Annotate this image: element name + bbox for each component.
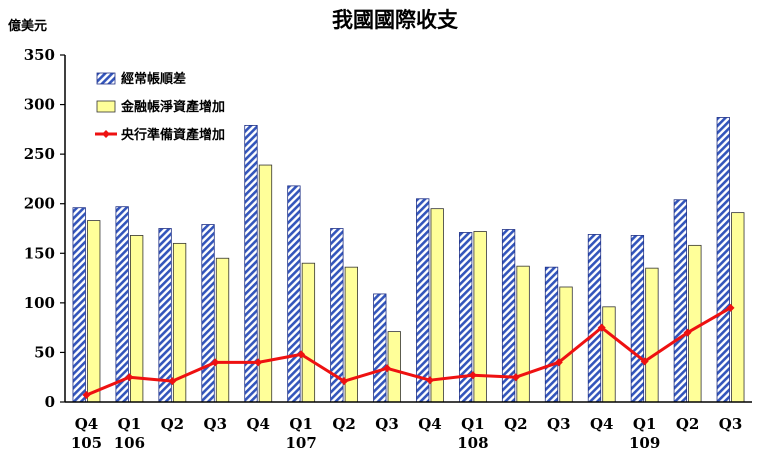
y-tick-label: 300 — [24, 96, 55, 114]
y-axis-unit-label: 億美元 — [8, 18, 47, 34]
bar-financial-account — [87, 220, 101, 403]
x-tick-label: Q4 — [75, 415, 99, 433]
line-point-reserve-assets — [468, 371, 477, 380]
bar-financial-account — [688, 244, 702, 403]
x-tick-label: Q4 — [418, 415, 442, 433]
y-tick-label: 100 — [24, 294, 55, 312]
bar-current-account — [373, 293, 387, 403]
y-tick-label: 0 — [45, 393, 55, 411]
y-tick-label: 50 — [34, 343, 55, 361]
line-point-reserve-assets — [726, 303, 735, 312]
bar-current-account — [587, 234, 602, 403]
bar-current-account — [673, 199, 687, 403]
bar-financial-account — [645, 267, 659, 403]
line-point-reserve-assets — [640, 357, 649, 366]
y-tick-label: 200 — [24, 195, 55, 213]
line-point-reserve-assets — [297, 350, 306, 359]
line-reserve-assets — [85, 306, 732, 397]
bar-financial-account — [301, 262, 316, 403]
x-year-label: 106 — [114, 434, 145, 452]
chart-title: 我國國際收支 — [332, 7, 459, 32]
x-tick-label: Q3 — [719, 415, 743, 433]
line-point-reserve-assets — [211, 358, 220, 367]
x-year-label: 107 — [286, 434, 317, 452]
x-tick-label: Q4 — [246, 415, 270, 433]
bar-current-account — [244, 124, 258, 403]
x-tick-label: Q3 — [547, 415, 571, 433]
x-tick-label: Q1 — [633, 415, 657, 433]
line-point-reserve-assets — [383, 364, 392, 373]
y-tick-label: 250 — [24, 145, 55, 163]
bar-current-account — [630, 235, 645, 403]
bar-current-account — [544, 266, 559, 403]
bar-financial-account — [215, 257, 230, 403]
bar-financial-account — [258, 164, 273, 403]
legend-swatch-current-account — [96, 72, 116, 85]
legend-label-reserve-assets: 央行準備資產增加 — [121, 127, 225, 143]
line-series-group — [82, 303, 735, 400]
legend: 經常帳順差 金融帳淨資產增加 央行準備資產增加 — [95, 71, 225, 143]
y-axis: 0 50 100 150 200 250 300 350 — [24, 46, 65, 411]
bar-current-account — [72, 207, 86, 403]
bar-current-account — [201, 224, 215, 403]
bar-current-account — [416, 198, 430, 403]
y-tick-label: 150 — [24, 244, 55, 262]
bar-financial-account — [516, 265, 530, 403]
legend-label-financial-account: 金融帳淨資產增加 — [120, 99, 225, 115]
x-tick-label: Q3 — [204, 415, 228, 433]
legend-marker-reserve-assets — [102, 130, 110, 138]
x-tick-label: Q1 — [118, 415, 142, 433]
y-tick-label: 350 — [24, 46, 55, 64]
x-year-label: 108 — [457, 434, 488, 452]
line-point-reserve-assets — [597, 323, 606, 332]
x-tick-label: Q4 — [590, 415, 614, 433]
x-tick-label: Q3 — [375, 415, 399, 433]
line-point-reserve-assets — [554, 358, 563, 367]
bar-current-account — [287, 185, 301, 403]
line-point-reserve-assets — [340, 377, 349, 386]
line-point-reserve-assets — [511, 373, 520, 382]
bar-current-account — [158, 228, 172, 403]
x-tick-label: Q2 — [332, 415, 356, 433]
line-point-reserve-assets — [683, 328, 692, 337]
x-year-label: 105 — [71, 434, 102, 452]
bar-financial-account — [430, 208, 444, 403]
legend-swatch-financial-account — [96, 100, 116, 113]
bar-financial-account — [559, 286, 573, 403]
x-tick-label: Q2 — [161, 415, 185, 433]
line-point-reserve-assets — [125, 373, 134, 382]
x-tick-label: Q2 — [504, 415, 528, 433]
bar-current-account — [115, 206, 129, 403]
bar-current-account — [716, 117, 730, 403]
bar-financial-account — [387, 331, 401, 403]
line-point-reserve-assets — [82, 391, 91, 400]
bar-financial-account — [602, 306, 616, 403]
legend-label-current-account: 經常帳順差 — [121, 71, 186, 87]
line-point-reserve-assets — [168, 377, 177, 386]
line-point-reserve-assets — [254, 358, 263, 367]
x-tick-label: Q1 — [289, 415, 313, 433]
x-tick-label: Q2 — [676, 415, 700, 433]
x-tick-label: Q1 — [461, 415, 485, 433]
line-point-reserve-assets — [425, 376, 434, 385]
x-year-label: 109 — [629, 434, 660, 452]
